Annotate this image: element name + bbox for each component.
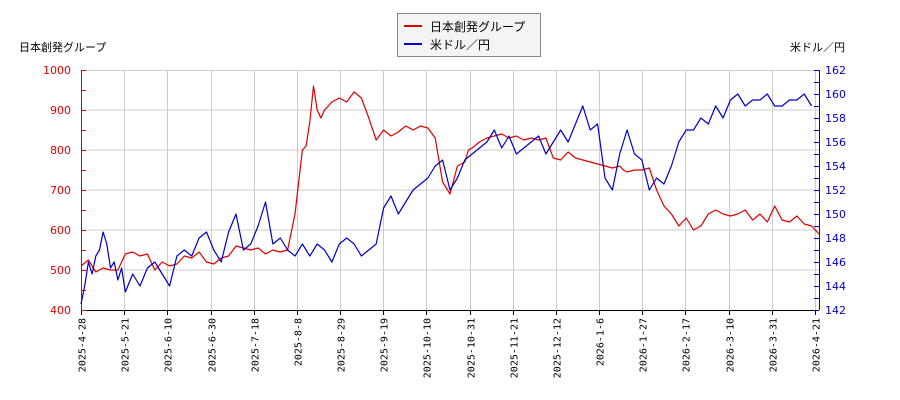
y-right-tick-label: 154 xyxy=(825,160,846,173)
stock-price-line xyxy=(80,85,820,273)
x-tick-label: 2025-4-28 xyxy=(78,318,89,372)
x-tick-label: 2026-3-31 xyxy=(769,318,780,372)
x-tick-label: 2025-8-8 xyxy=(294,318,305,366)
y-left-tick-label: 900 xyxy=(50,104,71,117)
x-tick-label: 2025-12-12 xyxy=(553,318,564,378)
usdjpy-line xyxy=(80,93,813,305)
x-tick-label: 2025-11-21 xyxy=(510,318,521,378)
x-tick-label: 2025-6-10 xyxy=(164,318,175,372)
x-tick-label: 2026-1-6 xyxy=(596,318,607,366)
legend-item-stock: 日本創発グループ xyxy=(404,17,525,35)
y-right-tick-label: 156 xyxy=(825,136,846,149)
y-right-tick-label: 142 xyxy=(825,304,846,317)
y-right-tick-label: 148 xyxy=(825,232,846,245)
legend: 日本創発グループ 米ドル／円 xyxy=(397,13,541,57)
right-axis-title: 米ドル／円 xyxy=(790,41,845,54)
legend-swatch-red xyxy=(404,25,422,27)
legend-label: 米ドル／円 xyxy=(430,37,491,52)
x-tick-label: 2025-6-30 xyxy=(208,318,219,372)
grid-lines xyxy=(81,70,819,310)
y-right-tick-label: 144 xyxy=(825,280,846,293)
x-tick-label: 2026-4-21 xyxy=(812,318,823,372)
legend-label: 日本創発グループ xyxy=(430,19,526,34)
x-tick-label: 2025-8-29 xyxy=(337,318,348,372)
x-tick-label: 2025-7-18 xyxy=(251,318,262,372)
series-lines xyxy=(80,85,820,305)
y-left-tick-label: 1000 xyxy=(43,64,71,77)
y-right-tick-label: 162 xyxy=(825,64,846,77)
y-right-tick-label: 152 xyxy=(825,184,846,197)
left-axis-title: 日本創発グループ xyxy=(19,41,107,54)
x-tick-label: 2025-10-31 xyxy=(467,318,478,378)
y-left-tick-label: 500 xyxy=(50,264,71,277)
y-right-tick-label: 150 xyxy=(825,208,846,221)
x-tick-label: 2026-3-10 xyxy=(726,318,737,372)
x-tick-label: 2025-9-19 xyxy=(380,318,391,372)
y-left-tick-label: 800 xyxy=(50,144,71,157)
y-right-tick-label: 160 xyxy=(825,88,846,101)
x-tick-label: 2025-5-21 xyxy=(121,318,132,372)
y-right-tick-label: 146 xyxy=(825,256,846,269)
x-tick-label: 2026-2-17 xyxy=(682,318,693,372)
x-axis-labels: 2025-4-28 2025-5-21 2025-6-10 2025-6-30 2025… xyxy=(78,318,823,378)
x-tick-label: 2025-10-10 xyxy=(423,318,434,378)
y-right-tick-label: 158 xyxy=(825,112,846,125)
y-left-tick-label: 600 xyxy=(50,224,71,237)
x-tick-label: 2026-1-27 xyxy=(639,318,650,372)
legend-swatch-blue xyxy=(404,43,422,45)
legend-item-usdjpy: 米ドル／円 xyxy=(404,35,490,53)
y-left-tick-label: 400 xyxy=(50,304,71,317)
y-left-tick-label: 700 xyxy=(50,184,71,197)
axes: 400 500 600 700 800 900 1000 142 144 146 148 150 152… xyxy=(43,64,846,317)
